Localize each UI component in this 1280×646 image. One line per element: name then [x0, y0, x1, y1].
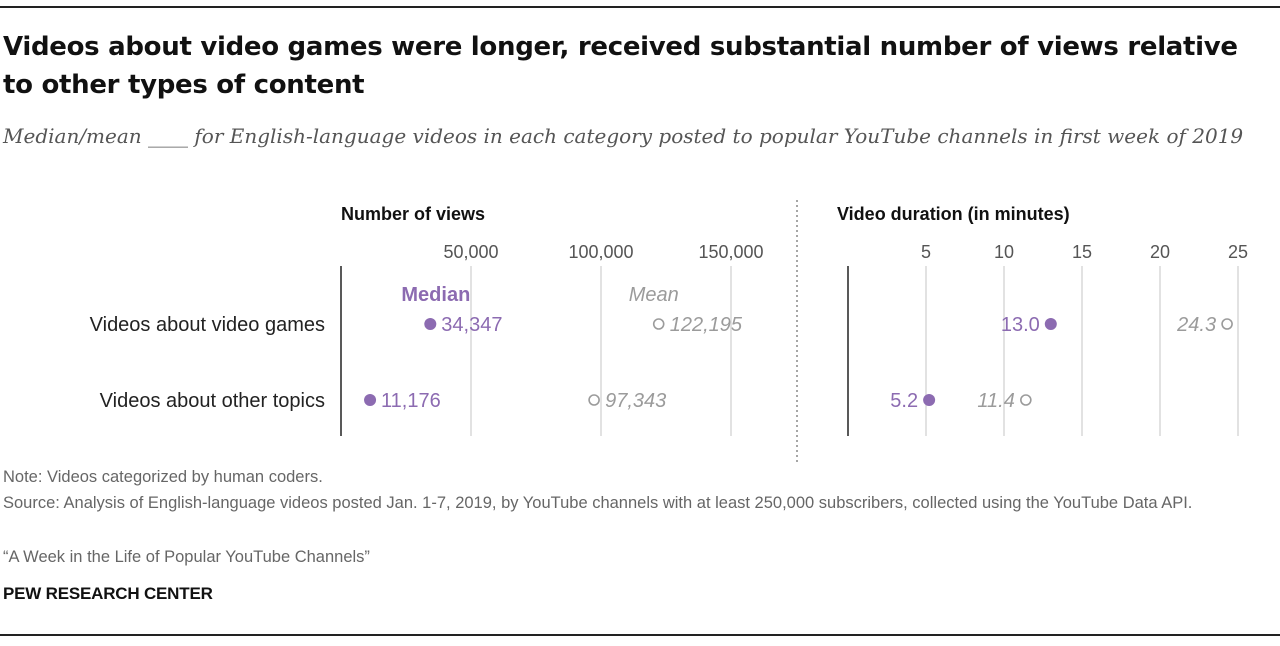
duration-tick-label-0: 5 — [921, 242, 931, 262]
views-mean-point-1 — [588, 394, 600, 406]
views-mean-point-0 — [652, 318, 665, 330]
views-median-label-0: 34,347 — [441, 314, 502, 336]
duration-median-point-0 — [1044, 318, 1057, 330]
duration-mean-point-0 — [1221, 318, 1233, 330]
chart-title: Videos about video games were longer, re… — [3, 32, 1238, 100]
pew-logo: PEW RESEARCH CENTER — [3, 584, 213, 603]
duration-tick-label-1: 10 — [994, 242, 1014, 262]
source: Source: Analysis of English-language vid… — [3, 494, 1193, 512]
duration-mean-label-1: 11.4 — [977, 390, 1014, 412]
views-median-point-1 — [364, 394, 377, 406]
duration-median-point-1 — [923, 394, 936, 406]
views-median-label-1: 11,176 — [381, 390, 441, 412]
duration-mean-label-0: 24.3 — [1176, 314, 1216, 336]
category-label-0: Videos about video games — [90, 314, 325, 336]
duration-tick-label-3: 20 — [1150, 242, 1170, 262]
views-mean-label-0: 122,195 — [670, 314, 743, 336]
duration-tick-label-4: 25 — [1228, 242, 1248, 262]
views-median-point-0 — [424, 318, 437, 330]
duration-mean-point-1 — [1020, 394, 1032, 406]
legend-mean: Mean — [629, 284, 679, 306]
views-tick-label-1: 100,000 — [568, 242, 633, 262]
dot-plot: Videos about video games Videos about oth… — [90, 200, 1248, 462]
duration-median-label-1: 5.2 — [890, 390, 918, 412]
views-panel-title: Number of views — [341, 204, 485, 224]
note: Note: Videos categorized by human coders… — [3, 468, 323, 486]
chart-subtitle: Median/mean ____ for English-language vi… — [3, 124, 1244, 148]
duration-panel-title: Video duration (in minutes) — [837, 204, 1070, 224]
views-tick-label-2: 150,000 — [698, 242, 763, 262]
bottom-rule — [0, 634, 1280, 636]
duration-tick-label-2: 15 — [1072, 242, 1092, 262]
category-label-1: Videos about other topics — [100, 390, 325, 412]
views-tick-label-0: 50,000 — [443, 242, 498, 262]
top-rule — [0, 6, 1280, 8]
duration-median-label-0: 13.0 — [1001, 314, 1040, 336]
views-mean-label-1: 97,343 — [605, 390, 666, 412]
legend-median: Median — [401, 284, 470, 306]
report-title: “A Week in the Life of Popular YouTube C… — [3, 548, 370, 566]
